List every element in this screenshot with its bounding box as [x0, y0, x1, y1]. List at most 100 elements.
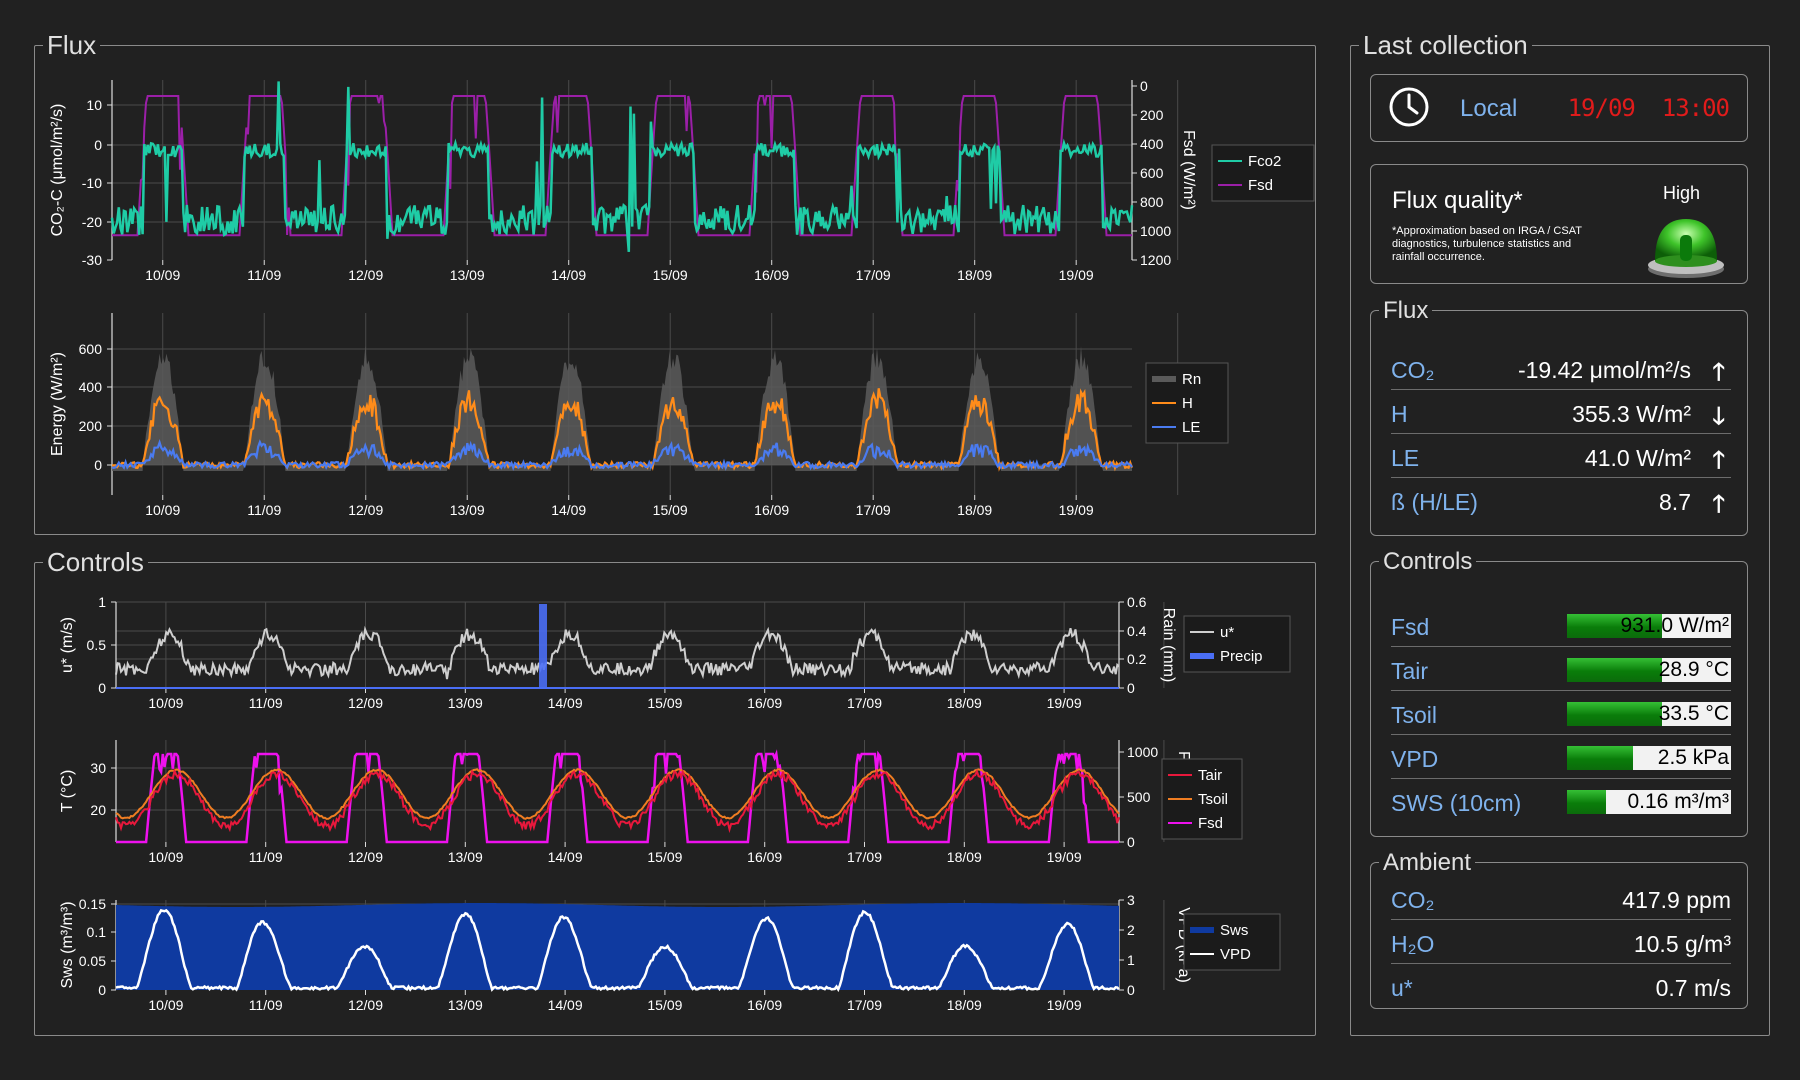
- x-tick-label: 13/09: [448, 695, 483, 711]
- legend-label: Fco2: [1248, 153, 1281, 170]
- y2-tick-label: 1: [1127, 952, 1135, 968]
- flux-summary-box: Flux CO₂ -19.42 μmol/m²/s 🡑 H 355.3 W/m² 🡓 LE 4…: [1370, 295, 1748, 536]
- flux-row: ß (H/LE) 8.7 🡑: [1391, 479, 1731, 521]
- x-tick-label: 11/09: [249, 997, 283, 1013]
- control-row-label: VPD: [1391, 746, 1439, 772]
- legend-box: [1183, 913, 1281, 971]
- y-tick-label: 200: [79, 418, 103, 434]
- control-row-value: 931.0 W/m²: [1620, 614, 1729, 637]
- legend-box: [1183, 615, 1291, 673]
- y-tick-label: 20: [90, 802, 106, 818]
- fsd-series-line: [112, 95, 1132, 237]
- sws-series-area: [116, 903, 1119, 990]
- y-tick-label: 0: [98, 982, 106, 998]
- y2-tick-label: 2: [1127, 922, 1135, 938]
- x-tick-label: 19/09: [1047, 849, 1082, 865]
- control-row-value: 2.5 kPa: [1657, 746, 1729, 769]
- flux-quality-level: High: [1663, 183, 1701, 203]
- x-tick-label: 11/09: [249, 695, 283, 711]
- x-tick-label: 13/09: [448, 997, 483, 1013]
- y2-tick-label: 0: [1127, 834, 1135, 850]
- flux-row-label: LE: [1391, 445, 1420, 471]
- x-tick-label: 15/09: [653, 267, 688, 283]
- y2-tick-label: 800: [1140, 194, 1164, 210]
- y2-tick-label: 1000: [1127, 744, 1158, 760]
- control-level-fill: [1567, 790, 1607, 814]
- y-tick-label: 10: [86, 97, 102, 113]
- legend-label: Rn: [1182, 371, 1201, 388]
- down-arrow-icon: 🡓: [1712, 403, 1725, 430]
- control-level-bar: 931.0 W/m²: [1567, 614, 1731, 638]
- y-axis-label: Energy (W/m²): [49, 352, 66, 456]
- y2-tick-label: 0.4: [1127, 623, 1147, 639]
- control-row: Fsd 931.0 W/m²: [1391, 604, 1731, 647]
- flux-row: LE 41.0 W/m² 🡑: [1391, 435, 1731, 478]
- y2-tick-label: 600: [1140, 165, 1164, 181]
- legend-label: Fsd: [1248, 177, 1273, 194]
- y-tick-label: 0.15: [79, 896, 106, 912]
- x-tick-label: 15/09: [647, 997, 682, 1013]
- x-tick-label: 16/09: [747, 849, 782, 865]
- local-label: Local: [1460, 95, 1518, 122]
- control-level-fill: [1567, 658, 1663, 682]
- x-tick-label: 11/09: [249, 849, 283, 865]
- y-tick-label: 600: [79, 341, 103, 357]
- x-tick-label: 15/09: [653, 502, 688, 518]
- ambient-row: CO₂ 417.9 ppm: [1391, 877, 1731, 920]
- x-tick-label: 16/09: [747, 695, 782, 711]
- y2-tick-label: 1000: [1140, 223, 1171, 239]
- legend-label: Fsd: [1198, 815, 1223, 832]
- x-tick-label: 14/09: [548, 997, 583, 1013]
- control-level-fill: [1567, 614, 1663, 638]
- y-tick-label: 1: [98, 594, 106, 610]
- last-collection-panel: Last collection: [1350, 29, 1770, 1036]
- x-tick-label: 12/09: [348, 849, 383, 865]
- control-level-bar: 28.9 °C: [1567, 658, 1731, 682]
- control-row-label: Tair: [1391, 658, 1429, 684]
- x-tick-label: 11/09: [247, 267, 281, 283]
- up-arrow-icon: 🡑: [1712, 491, 1725, 518]
- flux-row: CO₂ -19.42 μmol/m²/s 🡑: [1391, 347, 1731, 390]
- ambient-row: u* 0.7 m/s: [1391, 965, 1731, 1007]
- y-axis-label: u* (m/s): [59, 617, 76, 673]
- flux-row-value: 355.3 W/m²: [1572, 401, 1691, 427]
- led-datetime: 19/09 13:00: [1568, 94, 1730, 122]
- control-level-fill: [1567, 746, 1633, 770]
- y2-tick-label: 0.2: [1127, 651, 1147, 667]
- legend-label: Tair: [1198, 767, 1222, 784]
- x-tick-label: 17/09: [847, 997, 882, 1013]
- flux-quality-box: Flux quality* *Approximation based on IR…: [1370, 164, 1748, 284]
- y2-axis-label: Fsd (W/m²): [1180, 130, 1197, 210]
- y-tick-label: -20: [82, 214, 102, 230]
- control-level-fill: [1567, 702, 1663, 726]
- up-arrow-icon: 🡑: [1712, 447, 1725, 474]
- y2-tick-label: 200: [1140, 107, 1164, 123]
- x-tick-label: 16/09: [754, 267, 789, 283]
- ambient-row-value: 417.9 ppm: [1622, 887, 1731, 913]
- controls-charts: 10/09 11/09 12/09 13/09 14/09 15/09 16/09 17/09…: [59, 594, 1291, 1013]
- x-tick-label: 12/09: [348, 267, 383, 283]
- ambient-row-label: u*: [1391, 975, 1413, 1001]
- controls-summary-title: Controls: [1379, 546, 1477, 578]
- y-axis-label: CO₂-C (μmol/m²/s): [49, 104, 66, 237]
- y2-tick-label: 500: [1127, 789, 1151, 805]
- flux-panel: Flux: [34, 29, 1316, 535]
- y-tick-label: 400: [79, 379, 103, 395]
- up-arrow-icon: 🡑: [1712, 359, 1725, 386]
- ustar-series-line: [115, 625, 1120, 680]
- flux-row: H 355.3 W/m² 🡓: [1391, 391, 1731, 434]
- x-tick-label: 18/09: [957, 267, 992, 283]
- y-tick-label: 0.1: [87, 924, 107, 940]
- x-tick-label: 17/09: [847, 849, 882, 865]
- x-tick-label: 19/09: [1047, 695, 1082, 711]
- x-tick-label: 14/09: [548, 695, 583, 711]
- x-tick-label: 18/09: [947, 695, 982, 711]
- ambient-row-label: CO₂: [1391, 887, 1435, 913]
- control-row: Tsoil 33.5 °C: [1391, 692, 1731, 735]
- control-level-bar: 2.5 kPa: [1567, 746, 1731, 770]
- y2-tick-label: 1200: [1140, 252, 1171, 268]
- x-tick-label: 17/09: [856, 502, 891, 518]
- legend-label: Tsoil: [1198, 791, 1228, 808]
- x-tick-label: 19/09: [1059, 267, 1094, 283]
- control-row-value: 0.16 m³/m³: [1627, 790, 1729, 813]
